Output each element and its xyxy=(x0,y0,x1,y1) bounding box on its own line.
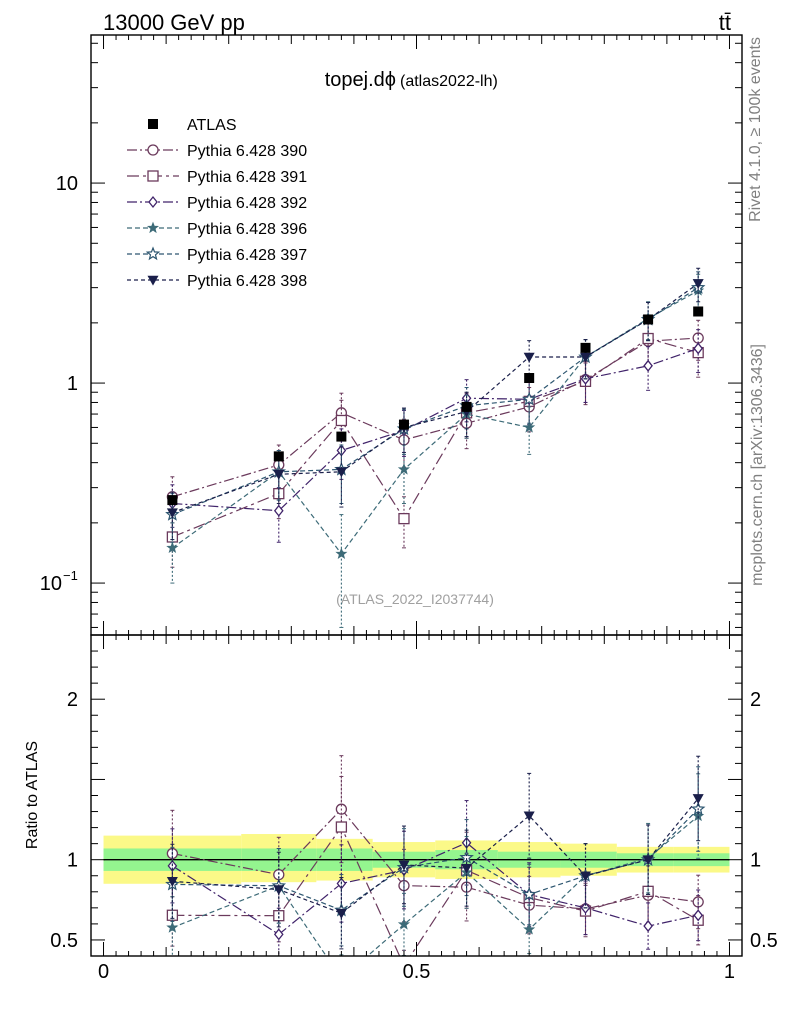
ratio-point-5 xyxy=(579,871,592,882)
ratio-line-1 xyxy=(172,825,699,956)
ratio-point-5 xyxy=(523,811,535,822)
legend-label-4: Pythia 6.428 397 xyxy=(187,247,307,264)
legend-label-2: Pythia 6.428 392 xyxy=(187,195,307,212)
series-point-2 xyxy=(643,359,653,372)
ratio-point-3 xyxy=(397,918,411,930)
data-points-layer xyxy=(167,306,704,506)
ratio-point-5 xyxy=(642,855,654,866)
ratio-point-5 xyxy=(166,877,178,887)
main-y-tick-exponent: −1 xyxy=(63,568,78,583)
ratio-point-2 xyxy=(643,920,653,933)
legend-marker-1 xyxy=(147,170,159,182)
ratio-point-4 xyxy=(459,849,474,864)
data-point xyxy=(461,401,472,412)
data-point xyxy=(398,419,409,430)
ratio-point-5 xyxy=(335,908,347,919)
legend-label-5: Pythia 6.428 398 xyxy=(187,273,307,290)
data-point xyxy=(580,342,591,353)
ratio-point-3 xyxy=(336,973,346,983)
ratio-point-3 xyxy=(523,923,536,935)
ratio-y-tick-label-left: 2 xyxy=(67,689,78,711)
series-line-3 xyxy=(172,290,699,555)
legend-marker-atlas xyxy=(148,119,158,129)
series-point-4 xyxy=(521,391,537,406)
legend-label-3: Pythia 6.428 396 xyxy=(187,221,307,238)
ratio-point-5 xyxy=(692,794,704,805)
series-point-1 xyxy=(398,512,410,525)
legend-marker-5 xyxy=(147,275,159,286)
series-line-5 xyxy=(172,282,699,514)
ticks-layer xyxy=(91,35,742,956)
series-point-5 xyxy=(692,279,704,290)
legend-marker-0 xyxy=(147,144,159,156)
ratio-series-layer xyxy=(165,755,706,983)
legend-marker-3 xyxy=(146,221,160,234)
side-label-top: Rivet 4.1.0, ≥ 100k events xyxy=(747,37,764,222)
series-line-4 xyxy=(172,287,699,516)
series-point-3 xyxy=(166,541,179,553)
series-line-0 xyxy=(172,337,699,498)
ratio-point-4 xyxy=(521,886,537,901)
ratio-point-5 xyxy=(273,885,285,896)
legend-label-atlas: ATLAS xyxy=(187,117,237,134)
x-tick-label: 1 xyxy=(724,961,735,983)
ratio-point-1 xyxy=(273,910,285,922)
data-point xyxy=(167,495,178,506)
series-point-3 xyxy=(523,421,536,433)
ratio-point-5 xyxy=(461,863,473,874)
ratio-y-tick-label-right: 0.5 xyxy=(750,930,778,952)
ratio-point-2 xyxy=(273,928,284,941)
series-point-2 xyxy=(693,342,704,355)
series-point-3 xyxy=(397,463,411,475)
side-label-bottom: mcplots.cern.ch [arXiv:1306.3436] xyxy=(749,344,766,586)
data-point xyxy=(524,373,535,384)
series-point-5 xyxy=(335,467,347,478)
x-tick-label: 0 xyxy=(98,961,109,983)
header-right: tt̄ xyxy=(719,10,731,35)
data-point xyxy=(273,451,284,462)
ratio-point-2 xyxy=(693,909,704,922)
series-point-5 xyxy=(523,352,535,363)
ratio-point-1 xyxy=(335,821,348,833)
ratio-line-3 xyxy=(172,815,699,956)
main-y-tick-label: 10 xyxy=(40,573,62,595)
ratio-ylabel: Ratio to ATLAS xyxy=(24,741,41,849)
legend: ATLAS Pythia 6.428 390 Pythia 6.428 391 Pyt… xyxy=(127,117,307,290)
series-point-5 xyxy=(166,508,178,519)
ratio-point-5 xyxy=(398,860,410,871)
ratio-y-tick-label-right: 2 xyxy=(750,689,761,711)
ratio-y-tick-label-left: 0.5 xyxy=(50,930,78,952)
legend-marker-4 xyxy=(145,246,161,261)
x-tick-label: 0.5 xyxy=(403,961,431,983)
data-point xyxy=(336,431,347,442)
legend-marker-2 xyxy=(148,195,158,209)
chart-title: topej.dϕ xyxy=(325,69,396,91)
main-y-tick-label: 1 xyxy=(67,373,78,395)
series-line-2 xyxy=(172,347,699,512)
ratio-y-tick-label-left: 1 xyxy=(67,850,78,872)
series-line-1 xyxy=(172,337,699,538)
data-point xyxy=(643,314,654,325)
series-point-5 xyxy=(579,352,592,363)
series-point-2 xyxy=(273,504,284,517)
series-point-3 xyxy=(335,547,348,560)
main-y-tick-label: 10 xyxy=(56,173,78,195)
watermark: (ATLAS_2022_I2037744) xyxy=(336,591,494,607)
ratio-frame xyxy=(90,634,743,957)
header-left: 13000 GeV pp xyxy=(103,10,245,35)
main-series-layer xyxy=(165,267,706,628)
series-point-5 xyxy=(273,469,285,480)
ratio-y-tick-label-right: 1 xyxy=(750,850,761,872)
chart-title-sub: (atlas2022-lh) xyxy=(400,73,498,90)
ratio-point-3 xyxy=(166,921,179,933)
legend-label-0: Pythia 6.428 390 xyxy=(187,143,307,160)
series-point-1 xyxy=(335,414,348,427)
legend-label-1: Pythia 6.428 391 xyxy=(187,169,307,186)
data-point xyxy=(693,306,704,317)
